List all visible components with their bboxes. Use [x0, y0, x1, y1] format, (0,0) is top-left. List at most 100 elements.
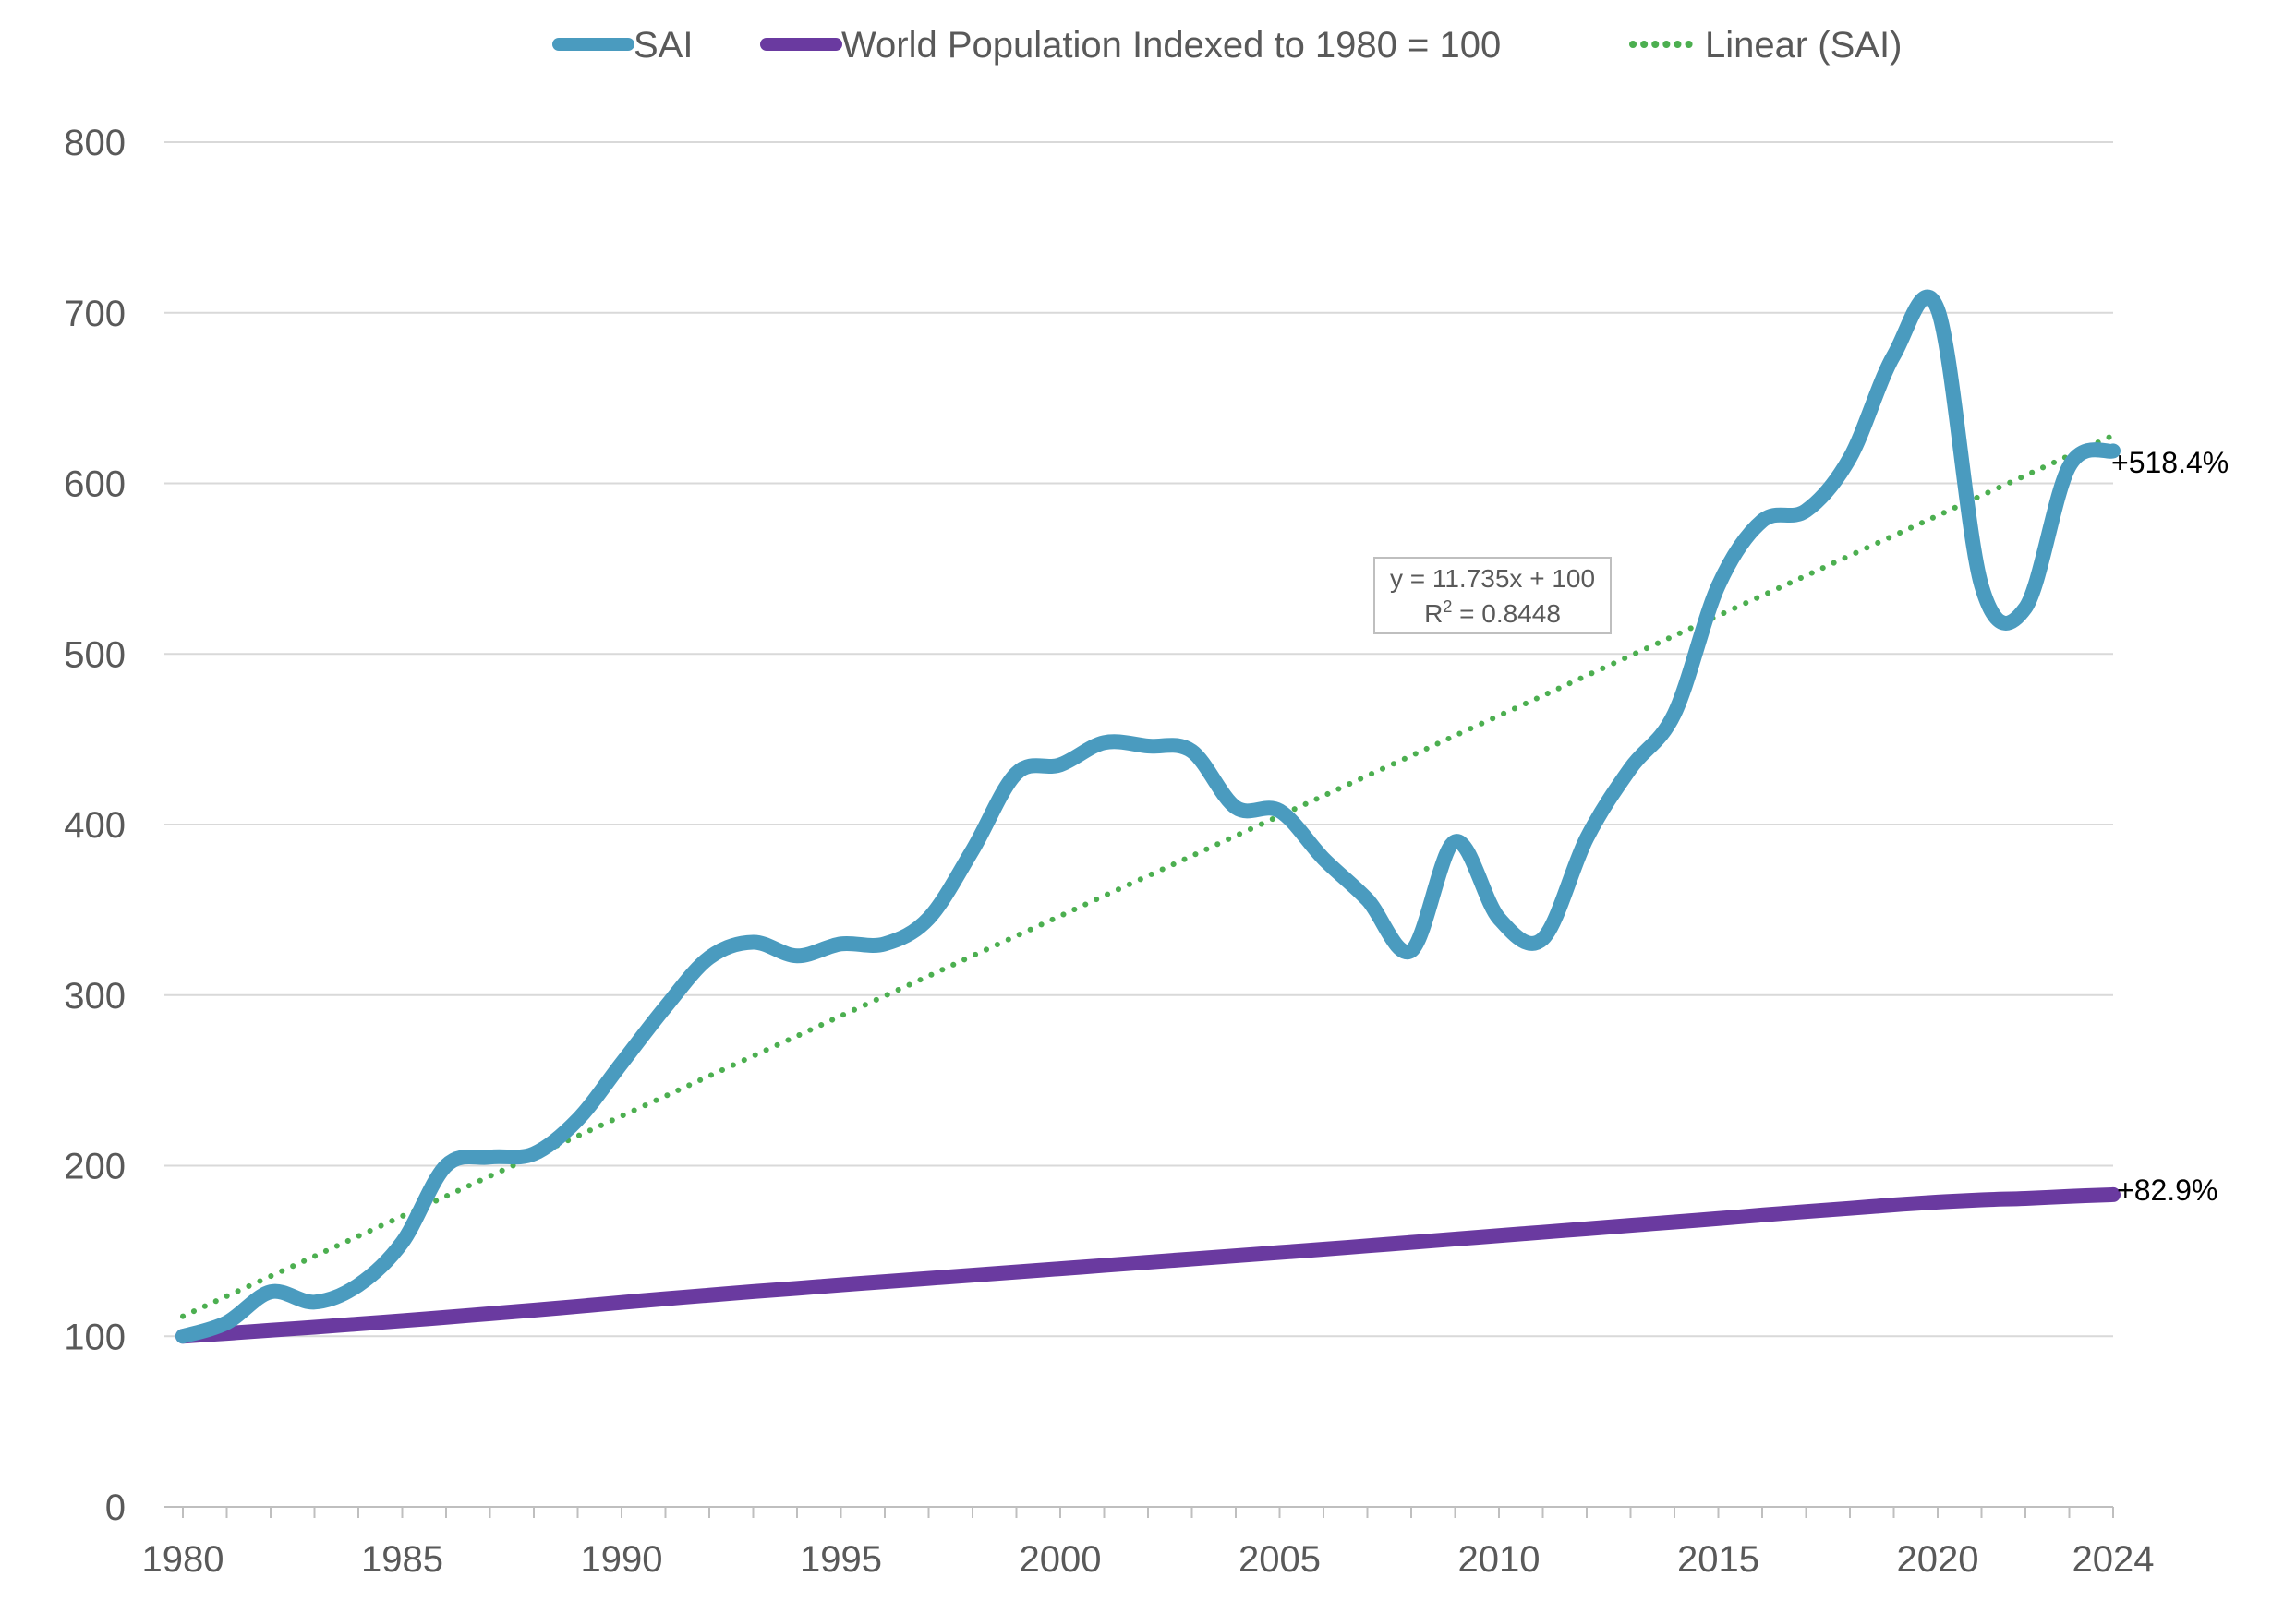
- point-world-population-1983: [313, 1325, 317, 1329]
- point-linear-sai-2017: [1805, 573, 1808, 577]
- point-world-population-2009: [1454, 1237, 1457, 1241]
- point-linear-sai-2010: [1497, 714, 1501, 717]
- point-linear-sai-2001: [1103, 894, 1106, 897]
- point-linear-sai-1999: [1015, 934, 1019, 938]
- point-sai-1993: [752, 940, 755, 944]
- point-linear-sai-1985: [401, 1214, 405, 1218]
- point-sai-2014: [1673, 712, 1676, 716]
- point-linear-sai-1987: [489, 1174, 492, 1178]
- point-linear-sai-1994: [795, 1034, 799, 1038]
- point-world-population-2010: [1497, 1234, 1501, 1237]
- point-sai-2016: [1760, 519, 1764, 523]
- point-sai-1990: [620, 1062, 623, 1065]
- point-sai-2020: [1936, 307, 1940, 311]
- point-world-population-2013: [1629, 1223, 1633, 1227]
- point-linear-sai-1993: [752, 1054, 755, 1058]
- y-tick-label-500: 500: [64, 634, 126, 675]
- x-axis: 1980 1985 1990 1995 2000 2005 2010 2015 2020 2024: [142, 1506, 2155, 1580]
- legend-label-world-population: World Population Indexed to 1980 = 100: [841, 25, 1501, 66]
- x-tick-label-2010: 2010: [1458, 1539, 1541, 1580]
- point-world-population-1991: [664, 1297, 668, 1301]
- point-world-population-2015: [1717, 1217, 1721, 1221]
- point-linear-sai-1996: [883, 994, 887, 998]
- point-world-population-2004: [1234, 1254, 1238, 1258]
- point-linear-sai-2009: [1454, 734, 1457, 738]
- point-linear-sai-2015: [1717, 614, 1721, 618]
- point-world-population-2000: [1058, 1267, 1062, 1270]
- point-sai-2008: [1409, 949, 1413, 953]
- point-world-population-1998: [971, 1273, 974, 1277]
- legend-label-linear-sai: Linear (SAI): [1705, 25, 1902, 66]
- point-sai-1989: [576, 1118, 580, 1122]
- point-world-population-2023: [2068, 1195, 2072, 1198]
- point-linear-sai-2002: [1146, 874, 1150, 878]
- series-layer: [175, 289, 2121, 1344]
- point-world-population-2002: [1146, 1260, 1150, 1264]
- point-world-population-2024: [2111, 1193, 2115, 1197]
- point-sai-2017: [1805, 509, 1808, 512]
- point-sai-1998: [971, 849, 974, 852]
- x-tick-label-2024: 2024: [2072, 1539, 2155, 1580]
- point-linear-sai-1986: [444, 1195, 448, 1198]
- point-sai-2000: [1058, 763, 1062, 766]
- point-linear-sai-1981: [225, 1294, 229, 1298]
- point-linear-sai-1982: [269, 1274, 272, 1278]
- point-world-population-2021: [1980, 1198, 1984, 1201]
- equation-text: y = 11.735x + 100: [1390, 564, 1595, 593]
- point-sai-2003: [1190, 750, 1194, 753]
- point-linear-sai-2013: [1629, 654, 1633, 657]
- point-world-population-1992: [707, 1294, 711, 1297]
- point-sai-2015: [1717, 584, 1721, 587]
- y-tick-label-300: 300: [64, 976, 126, 1017]
- point-sai-2001: [1103, 740, 1106, 744]
- point-world-population-2001: [1103, 1264, 1106, 1268]
- point-sai-2018: [1848, 456, 1852, 460]
- point-world-population-2022: [2024, 1197, 2027, 1200]
- y-tick-label-100: 100: [64, 1317, 126, 1357]
- point-linear-sai-1992: [707, 1074, 711, 1077]
- point-linear-sai-1991: [664, 1094, 668, 1098]
- x-tick-label-2020: 2020: [1897, 1539, 1979, 1580]
- point-world-population-2016: [1760, 1213, 1764, 1217]
- point-world-population-1986: [444, 1316, 448, 1319]
- point-linear-sai-2003: [1190, 854, 1194, 858]
- point-linear-sai-1997: [927, 974, 931, 978]
- point-world-population-2011: [1541, 1231, 1545, 1234]
- point-world-population-1987: [489, 1312, 492, 1316]
- point-sai-1999: [1015, 772, 1019, 776]
- x-tick-label-1995: 1995: [800, 1539, 882, 1580]
- point-world-population-2019: [1892, 1203, 1896, 1207]
- point-sai-1987: [489, 1155, 492, 1159]
- y-tick-label-200: 200: [64, 1147, 126, 1187]
- point-linear-sai-2024: [2111, 434, 2115, 438]
- point-world-population-2017: [1805, 1210, 1808, 1213]
- y-tick-label-400: 400: [64, 805, 126, 846]
- point-world-population-1982: [269, 1329, 272, 1332]
- point-world-population-2014: [1673, 1220, 1676, 1223]
- gridlines: [164, 141, 2113, 1338]
- point-sai-1994: [795, 954, 799, 957]
- y-tick-label-600: 600: [64, 464, 126, 505]
- point-sai-2023: [2068, 464, 2072, 468]
- point-world-population-1994: [795, 1286, 799, 1290]
- point-linear-sai-2007: [1366, 774, 1370, 777]
- x-tick-label-1980: 1980: [142, 1539, 224, 1580]
- point-sai-1991: [664, 1005, 668, 1009]
- point-linear-sai-2004: [1234, 834, 1238, 837]
- series-line-sai: [175, 289, 2121, 1344]
- point-sai-2022: [2024, 606, 2027, 609]
- r-squared-text: R2 = 0.8448: [1424, 597, 1561, 628]
- point-sai-2021: [1980, 584, 1984, 587]
- x-tick-label-2015: 2015: [1677, 1539, 1759, 1580]
- point-sai-2013: [1629, 766, 1633, 770]
- point-sai-1982: [269, 1290, 272, 1294]
- legend: SAI World Population Indexed to 1980 = 1…: [552, 25, 1902, 66]
- end-label-sai: +518.4%: [2111, 446, 2229, 479]
- y-axis-labels: 0 100 200 300 400 500 600 700 800: [64, 123, 126, 1528]
- point-sai-1988: [532, 1152, 536, 1156]
- point-linear-sai-1990: [620, 1114, 623, 1118]
- point-world-population-1985: [401, 1318, 405, 1322]
- point-linear-sai-1983: [313, 1255, 317, 1258]
